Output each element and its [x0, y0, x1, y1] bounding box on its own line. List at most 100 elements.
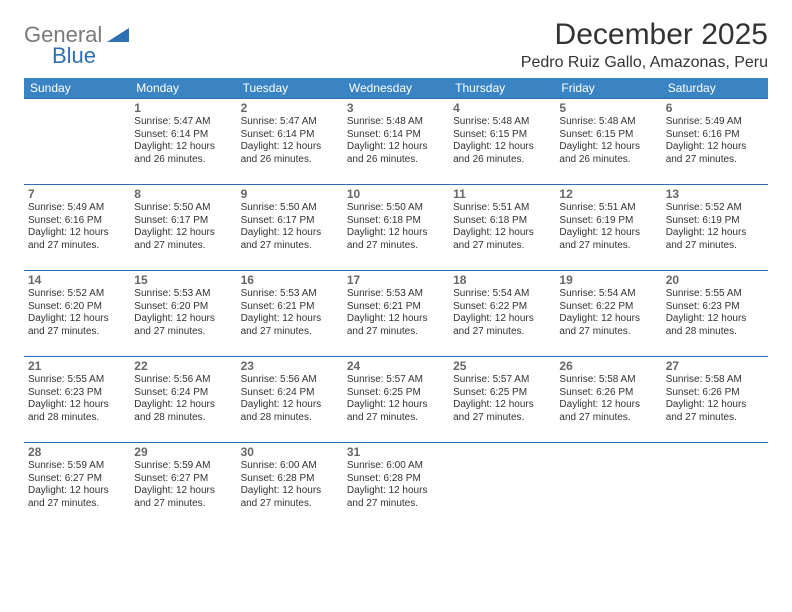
location: Pedro Ruiz Gallo, Amazonas, Peru	[521, 54, 768, 72]
day-number: 31	[347, 445, 445, 459]
logo-triangle-icon	[107, 26, 129, 47]
day-number: 7	[28, 187, 126, 201]
calendar-table: SundayMondayTuesdayWednesdayThursdayFrid…	[24, 78, 768, 529]
calendar-cell: 15Sunrise: 5:53 AMSunset: 6:20 PMDayligh…	[130, 271, 236, 357]
day-info: Sunrise: 5:52 AMSunset: 6:19 PMDaylight:…	[666, 202, 764, 252]
day-header-row: SundayMondayTuesdayWednesdayThursdayFrid…	[24, 78, 768, 99]
calendar-cell	[555, 443, 661, 529]
calendar-cell: 14Sunrise: 5:52 AMSunset: 6:20 PMDayligh…	[24, 271, 130, 357]
calendar-cell: 21Sunrise: 5:55 AMSunset: 6:23 PMDayligh…	[24, 357, 130, 443]
title-block: December 2025 Pedro Ruiz Gallo, Amazonas…	[521, 18, 768, 72]
day-number: 16	[241, 273, 339, 287]
day-number: 5	[559, 101, 657, 115]
day-info: Sunrise: 6:00 AMSunset: 6:28 PMDaylight:…	[241, 460, 339, 510]
calendar-cell: 2Sunrise: 5:47 AMSunset: 6:14 PMDaylight…	[237, 99, 343, 185]
day-number: 3	[347, 101, 445, 115]
calendar-cell: 12Sunrise: 5:51 AMSunset: 6:19 PMDayligh…	[555, 185, 661, 271]
calendar-week: 1Sunrise: 5:47 AMSunset: 6:14 PMDaylight…	[24, 99, 768, 185]
day-info: Sunrise: 5:54 AMSunset: 6:22 PMDaylight:…	[453, 288, 551, 338]
day-info: Sunrise: 5:48 AMSunset: 6:15 PMDaylight:…	[453, 116, 551, 166]
day-info: Sunrise: 5:53 AMSunset: 6:21 PMDaylight:…	[347, 288, 445, 338]
calendar-cell: 4Sunrise: 5:48 AMSunset: 6:15 PMDaylight…	[449, 99, 555, 185]
day-info: Sunrise: 5:59 AMSunset: 6:27 PMDaylight:…	[134, 460, 232, 510]
day-header: Monday	[130, 78, 236, 99]
calendar-cell: 20Sunrise: 5:55 AMSunset: 6:23 PMDayligh…	[662, 271, 768, 357]
month-title: December 2025	[521, 18, 768, 52]
day-info: Sunrise: 5:50 AMSunset: 6:17 PMDaylight:…	[134, 202, 232, 252]
day-info: Sunrise: 5:58 AMSunset: 6:26 PMDaylight:…	[666, 374, 764, 424]
day-number: 9	[241, 187, 339, 201]
day-info: Sunrise: 5:58 AMSunset: 6:26 PMDaylight:…	[559, 374, 657, 424]
day-info: Sunrise: 5:55 AMSunset: 6:23 PMDaylight:…	[28, 374, 126, 424]
day-info: Sunrise: 5:49 AMSunset: 6:16 PMDaylight:…	[28, 202, 126, 252]
day-number: 10	[347, 187, 445, 201]
day-number: 19	[559, 273, 657, 287]
calendar-cell: 5Sunrise: 5:48 AMSunset: 6:15 PMDaylight…	[555, 99, 661, 185]
calendar-cell: 30Sunrise: 6:00 AMSunset: 6:28 PMDayligh…	[237, 443, 343, 529]
calendar-cell: 3Sunrise: 5:48 AMSunset: 6:14 PMDaylight…	[343, 99, 449, 185]
day-info: Sunrise: 5:53 AMSunset: 6:21 PMDaylight:…	[241, 288, 339, 338]
day-number: 1	[134, 101, 232, 115]
day-number: 4	[453, 101, 551, 115]
calendar-cell: 18Sunrise: 5:54 AMSunset: 6:22 PMDayligh…	[449, 271, 555, 357]
day-info: Sunrise: 5:48 AMSunset: 6:14 PMDaylight:…	[347, 116, 445, 166]
day-info: Sunrise: 5:51 AMSunset: 6:18 PMDaylight:…	[453, 202, 551, 252]
day-number: 13	[666, 187, 764, 201]
calendar-cell	[662, 443, 768, 529]
calendar-cell	[449, 443, 555, 529]
calendar-cell: 1Sunrise: 5:47 AMSunset: 6:14 PMDaylight…	[130, 99, 236, 185]
logo-word-blue: Blue	[52, 45, 129, 67]
calendar-cell: 25Sunrise: 5:57 AMSunset: 6:25 PMDayligh…	[449, 357, 555, 443]
day-info: Sunrise: 6:00 AMSunset: 6:28 PMDaylight:…	[347, 460, 445, 510]
day-number: 17	[347, 273, 445, 287]
calendar-cell: 26Sunrise: 5:58 AMSunset: 6:26 PMDayligh…	[555, 357, 661, 443]
day-number: 20	[666, 273, 764, 287]
day-info: Sunrise: 5:53 AMSunset: 6:20 PMDaylight:…	[134, 288, 232, 338]
calendar-cell: 29Sunrise: 5:59 AMSunset: 6:27 PMDayligh…	[130, 443, 236, 529]
day-number: 11	[453, 187, 551, 201]
day-number: 18	[453, 273, 551, 287]
day-info: Sunrise: 5:56 AMSunset: 6:24 PMDaylight:…	[241, 374, 339, 424]
day-info: Sunrise: 5:48 AMSunset: 6:15 PMDaylight:…	[559, 116, 657, 166]
calendar-cell	[24, 99, 130, 185]
day-info: Sunrise: 5:55 AMSunset: 6:23 PMDaylight:…	[666, 288, 764, 338]
calendar-cell: 10Sunrise: 5:50 AMSunset: 6:18 PMDayligh…	[343, 185, 449, 271]
day-number: 29	[134, 445, 232, 459]
calendar-cell: 6Sunrise: 5:49 AMSunset: 6:16 PMDaylight…	[662, 99, 768, 185]
calendar-cell: 13Sunrise: 5:52 AMSunset: 6:19 PMDayligh…	[662, 185, 768, 271]
calendar-cell: 9Sunrise: 5:50 AMSunset: 6:17 PMDaylight…	[237, 185, 343, 271]
day-header: Saturday	[662, 78, 768, 99]
calendar-cell: 11Sunrise: 5:51 AMSunset: 6:18 PMDayligh…	[449, 185, 555, 271]
day-header: Sunday	[24, 78, 130, 99]
day-number: 23	[241, 359, 339, 373]
calendar-cell: 22Sunrise: 5:56 AMSunset: 6:24 PMDayligh…	[130, 357, 236, 443]
calendar-cell: 8Sunrise: 5:50 AMSunset: 6:17 PMDaylight…	[130, 185, 236, 271]
day-info: Sunrise: 5:59 AMSunset: 6:27 PMDaylight:…	[28, 460, 126, 510]
calendar-cell: 28Sunrise: 5:59 AMSunset: 6:27 PMDayligh…	[24, 443, 130, 529]
day-number: 12	[559, 187, 657, 201]
calendar-week: 21Sunrise: 5:55 AMSunset: 6:23 PMDayligh…	[24, 357, 768, 443]
calendar-cell: 31Sunrise: 6:00 AMSunset: 6:28 PMDayligh…	[343, 443, 449, 529]
day-number: 24	[347, 359, 445, 373]
day-info: Sunrise: 5:50 AMSunset: 6:18 PMDaylight:…	[347, 202, 445, 252]
day-info: Sunrise: 5:56 AMSunset: 6:24 PMDaylight:…	[134, 374, 232, 424]
day-info: Sunrise: 5:54 AMSunset: 6:22 PMDaylight:…	[559, 288, 657, 338]
calendar-week: 7Sunrise: 5:49 AMSunset: 6:16 PMDaylight…	[24, 185, 768, 271]
day-number: 8	[134, 187, 232, 201]
header-row: General Blue December 2025 Pedro Ruiz Ga…	[24, 18, 768, 72]
day-number: 6	[666, 101, 764, 115]
day-info: Sunrise: 5:49 AMSunset: 6:16 PMDaylight:…	[666, 116, 764, 166]
logo: General Blue	[24, 24, 129, 67]
day-number: 30	[241, 445, 339, 459]
calendar-cell: 7Sunrise: 5:49 AMSunset: 6:16 PMDaylight…	[24, 185, 130, 271]
calendar-cell: 23Sunrise: 5:56 AMSunset: 6:24 PMDayligh…	[237, 357, 343, 443]
day-number: 27	[666, 359, 764, 373]
calendar-cell: 16Sunrise: 5:53 AMSunset: 6:21 PMDayligh…	[237, 271, 343, 357]
calendar-cell: 17Sunrise: 5:53 AMSunset: 6:21 PMDayligh…	[343, 271, 449, 357]
day-header: Wednesday	[343, 78, 449, 99]
day-info: Sunrise: 5:57 AMSunset: 6:25 PMDaylight:…	[453, 374, 551, 424]
day-header: Friday	[555, 78, 661, 99]
day-info: Sunrise: 5:52 AMSunset: 6:20 PMDaylight:…	[28, 288, 126, 338]
day-info: Sunrise: 5:47 AMSunset: 6:14 PMDaylight:…	[134, 116, 232, 166]
day-number: 15	[134, 273, 232, 287]
